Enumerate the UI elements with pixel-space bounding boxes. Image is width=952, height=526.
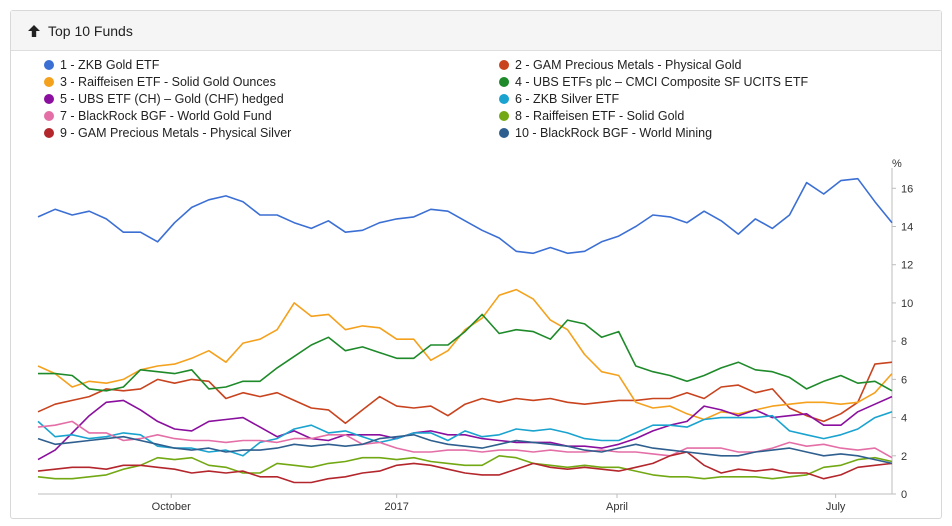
series-line (37, 395, 893, 461)
legend-label: 9 - GAM Precious Metals - Physical Silve… (60, 126, 292, 140)
legend-label: 5 - UBS ETF (CH) – Gold (CHF) hedged (60, 92, 284, 106)
panel-title: Top 10 Funds (48, 22, 133, 39)
x-tick-label: October (152, 501, 191, 513)
series-line (37, 420, 893, 459)
legend-dot-icon (44, 77, 54, 87)
y-tick-label: 0 (901, 489, 907, 501)
legend-dot-icon (44, 60, 54, 70)
y-tick-label: 16 (901, 183, 913, 195)
y-tick-label: 8 (901, 336, 907, 348)
legend-item[interactable]: 3 - Raiffeisen ETF - Solid Gold Ounces (44, 75, 276, 89)
y-tick-label: 2 (901, 451, 907, 463)
legend-item[interactable]: 2 - GAM Precious Metals - Physical Gold (499, 58, 741, 72)
legend-dot-icon (499, 60, 509, 70)
series-line (38, 313, 893, 392)
y-tick-label: 12 (901, 260, 913, 272)
arrow-up-icon (28, 24, 40, 37)
legend-item[interactable]: 10 - BlackRock BGF - World Mining (499, 126, 712, 140)
series-line (37, 451, 893, 484)
legend-label: 8 - Raiffeisen ETF - Solid Gold (515, 109, 685, 123)
x-tick-label: April (606, 501, 628, 513)
legend-dot-icon (499, 77, 509, 87)
legend-item[interactable]: 1 - ZKB Gold ETF (44, 58, 159, 72)
legend-dot-icon (44, 94, 54, 104)
legend-dot-icon (44, 128, 54, 138)
legend-dot-icon (499, 128, 509, 138)
legend-label: 2 - GAM Precious Metals - Physical Gold (515, 58, 742, 72)
legend-item[interactable]: 9 - GAM Precious Metals - Physical Silve… (44, 126, 291, 140)
legend-item[interactable]: 5 - UBS ETF (CH) – Gold (CHF) hedged (44, 92, 284, 106)
panel-header[interactable]: Top 10 Funds (11, 11, 941, 51)
y-tick-label: 4 (901, 413, 907, 425)
legend-item[interactable]: 7 - BlackRock BGF - World Gold Fund (44, 109, 272, 123)
legend-item[interactable]: 8 - Raiffeisen ETF - Solid Gold (499, 109, 684, 123)
legend-label: 3 - Raiffeisen ETF - Solid Gold Ounces (60, 75, 276, 89)
series-line (37, 433, 893, 465)
legend-label: 10 - BlackRock BGF - World Mining (515, 126, 713, 140)
x-tick-label: July (826, 501, 846, 513)
series-line (37, 177, 893, 255)
series-line (37, 454, 893, 480)
legend-label: 7 - BlackRock BGF - World Gold Fund (60, 109, 272, 123)
legend-item[interactable]: 4 - UBS ETFs plc – CMCI Composite SF UCI… (499, 75, 808, 89)
series-line (37, 411, 893, 457)
legend-label: 1 - ZKB Gold ETF (60, 58, 160, 72)
legend-dot-icon (499, 111, 509, 121)
legend-dot-icon (44, 111, 54, 121)
legend-item[interactable]: 6 - ZKB Silver ETF (499, 92, 619, 106)
legend-label: 6 - ZKB Silver ETF (515, 92, 620, 106)
legend-label: 4 - UBS ETFs plc – CMCI Composite SF UCI… (515, 75, 809, 89)
series-line (37, 288, 893, 421)
y-tick-label: 14 (901, 222, 913, 234)
y-axis-unit: % (892, 158, 902, 170)
x-tick-label: 2017 (384, 501, 408, 513)
y-tick-label: 10 (901, 298, 913, 310)
legend-dot-icon (499, 94, 509, 104)
y-tick-label: 6 (901, 374, 907, 386)
series-line (37, 361, 893, 425)
